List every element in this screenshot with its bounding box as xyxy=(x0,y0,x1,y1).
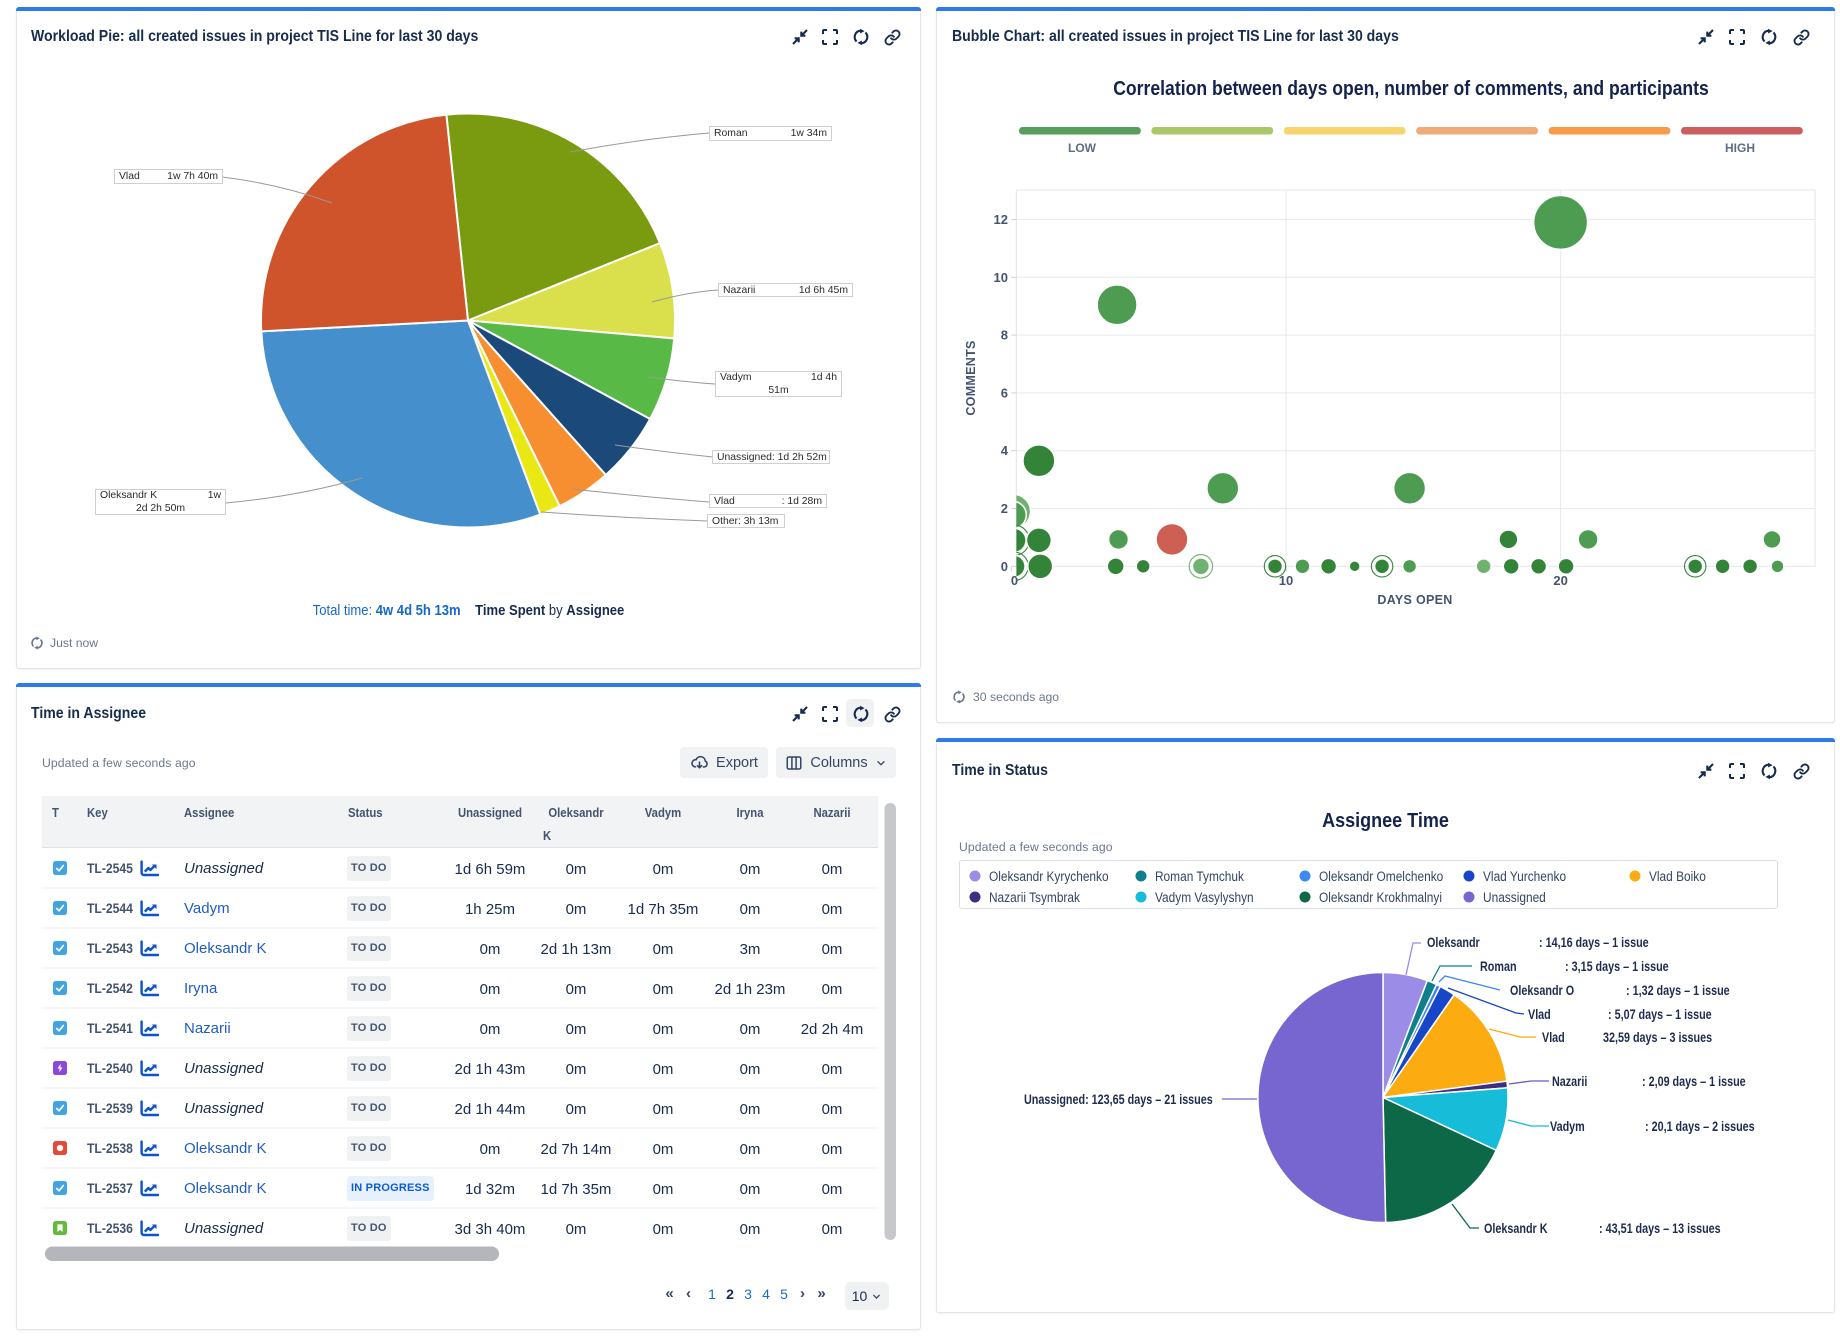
svg-text:Oleksandr Omelchenko: Oleksandr Omelchenko xyxy=(1319,868,1443,884)
svg-text:Roman Tymchuk: Roman Tymchuk xyxy=(1155,868,1244,884)
svg-text:Oleksandr Krokhmalnyi: Oleksandr Krokhmalnyi xyxy=(1319,889,1442,905)
svg-text:Unassigned: Unassigned xyxy=(1483,889,1546,905)
svg-text:Nazarii Tsymbrak: Nazarii Tsymbrak xyxy=(989,889,1080,905)
svg-text:Vlad Boiko: Vlad Boiko xyxy=(1649,868,1706,884)
svg-text:0: 0 xyxy=(1001,559,1008,574)
svg-text:4: 4 xyxy=(1001,443,1009,458)
svg-text:HIGH: HIGH xyxy=(1725,141,1755,155)
svg-text:COMMENTS: COMMENTS xyxy=(964,340,978,415)
svg-text:Oleksandr Kyrychenko: Oleksandr Kyrychenko xyxy=(989,868,1109,884)
svg-text:LOW: LOW xyxy=(1068,141,1097,155)
svg-text:Vadym Vasylyshyn: Vadym Vasylyshyn xyxy=(1155,889,1254,905)
svg-text:6: 6 xyxy=(1001,385,1008,400)
svg-text:DAYS OPEN: DAYS OPEN xyxy=(1377,593,1452,607)
svg-text:8: 8 xyxy=(1001,328,1008,343)
svg-text:20: 20 xyxy=(1553,573,1567,588)
svg-text:Vlad Yurchenko: Vlad Yurchenko xyxy=(1483,868,1566,884)
svg-text:0: 0 xyxy=(1011,573,1018,588)
svg-text:12: 12 xyxy=(994,212,1008,227)
svg-text:10: 10 xyxy=(1279,573,1293,588)
svg-text:2: 2 xyxy=(1001,501,1008,516)
svg-text:10: 10 xyxy=(994,270,1008,285)
